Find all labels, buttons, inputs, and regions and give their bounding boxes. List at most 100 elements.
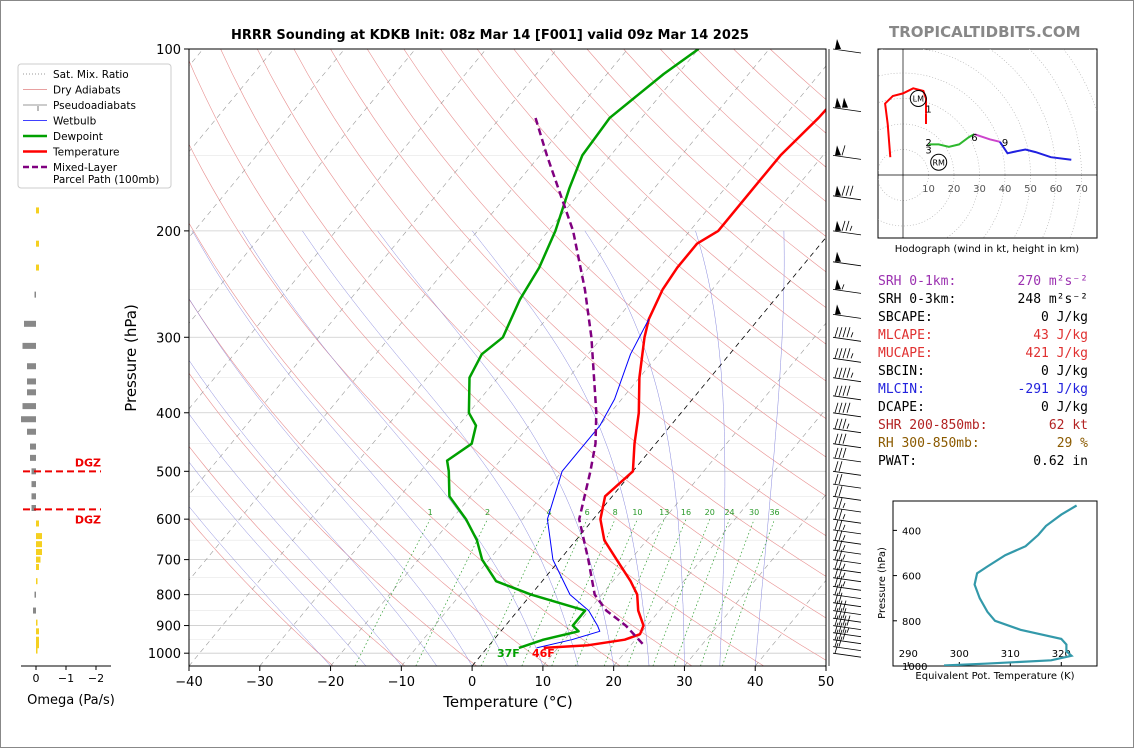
omega-bar — [36, 549, 42, 555]
barb-shaft — [833, 458, 861, 462]
barb-shaft — [833, 289, 861, 293]
barb-full — [850, 186, 853, 196]
barb-full — [847, 327, 850, 337]
mixing-ratio-line — [653, 519, 710, 666]
hodograph-ring-label: 40 — [999, 184, 1012, 195]
barb-shaft — [833, 49, 861, 53]
barb-shaft — [833, 196, 861, 200]
barb-flag — [835, 186, 841, 196]
barb-full — [839, 530, 842, 540]
mixing-ratio-line — [722, 519, 774, 666]
barb-full — [839, 448, 842, 458]
index-row: SHR 200-850mb:62 kt — [878, 417, 1088, 435]
barb-shaft — [833, 429, 861, 433]
surface-temperature-label: 46F — [532, 647, 555, 660]
wind-barb — [833, 279, 861, 293]
x-tick-label: 20 — [605, 675, 622, 690]
omega-bar — [30, 444, 36, 450]
wind-barb — [833, 386, 861, 400]
mixing-ratio-label: 16 — [681, 508, 691, 517]
dry-adiabat-line — [184, 49, 764, 666]
barb-half — [843, 573, 845, 578]
index-row: DCAPE:0 J/kg — [878, 399, 1088, 417]
wind-barb — [833, 448, 861, 462]
omega-bar — [36, 207, 39, 213]
barb-full — [847, 386, 850, 396]
index-row: SRH 0-1km:270 m²s⁻² — [878, 273, 1088, 291]
wind-barb — [833, 403, 861, 417]
omega-bar — [27, 429, 36, 435]
barb-full — [846, 221, 849, 231]
barb-flag — [835, 39, 841, 49]
wind-barb — [833, 474, 861, 488]
y-tick-label: 200 — [156, 225, 181, 240]
index-row: SBCIN:0 J/kg — [878, 363, 1088, 381]
barb-full — [839, 461, 842, 471]
barb-half — [850, 226, 852, 231]
index-label: SRH 0-3km: — [878, 291, 956, 309]
mixing-ratio-label: 13 — [659, 508, 669, 517]
barb-half — [843, 503, 845, 508]
omega-bar — [36, 642, 39, 648]
hodograph-height-label: 9 — [1002, 138, 1008, 149]
y-tick-label: 600 — [156, 513, 181, 528]
y-tick-label: 800 — [156, 589, 181, 604]
omega-bar — [36, 628, 39, 634]
barb-shaft — [833, 471, 861, 475]
pseudoadiabat-line — [83, 231, 402, 666]
index-row: SBCAPE: 0 J/kg — [878, 309, 1088, 327]
x-tick-label: −30 — [246, 675, 273, 690]
barb-flag — [835, 145, 841, 155]
barb-half — [843, 564, 845, 569]
hodograph-height-label: 6 — [971, 133, 977, 144]
y-tick-label: 300 — [156, 331, 181, 346]
wind-barb — [833, 434, 861, 448]
wind-barb — [833, 145, 861, 159]
legend-label-line2: Parcel Path (100mb) — [53, 174, 159, 186]
index-value: 0 J/kg — [1041, 309, 1088, 327]
hodograph-caption: Hodograph (wind in kt, height in km) — [895, 244, 1080, 255]
legend-label: Dry Adiabats — [53, 85, 121, 97]
index-label: SBCAPE: — [878, 309, 933, 327]
barb-half — [851, 353, 853, 358]
index-label: MLCAPE: — [878, 327, 933, 345]
mixing-ratio-line — [701, 519, 755, 666]
barb-full — [843, 368, 846, 378]
index-value: 270 m²s⁻² — [1018, 273, 1088, 291]
barb-full — [843, 448, 846, 458]
index-row: MLCAPE:43 J/kg — [878, 327, 1088, 345]
wind-barb — [833, 186, 861, 200]
barb-full — [835, 520, 838, 530]
wind-barb — [833, 608, 861, 622]
x-tick-label: 10 — [535, 675, 552, 690]
mixing-ratio-label: 1 — [428, 508, 433, 517]
barb-full — [839, 327, 842, 337]
barb-flag — [835, 252, 841, 262]
pseudoadiabat-line — [242, 231, 543, 666]
barb-full — [839, 348, 842, 358]
barb-flag — [835, 304, 841, 314]
legend-label: Pseudoadiabats — [53, 100, 136, 112]
omega-bar — [27, 389, 36, 395]
hodograph-ring-label: 10 — [922, 184, 935, 195]
barb-full — [835, 386, 838, 396]
barb-full — [835, 474, 838, 484]
hodograph-ring-label: 50 — [1024, 184, 1037, 195]
skewt-series — [447, 49, 879, 648]
barb-full — [847, 368, 850, 378]
barb-full — [843, 419, 846, 429]
y-tick-label: 700 — [156, 554, 181, 569]
barb-flag — [842, 98, 848, 108]
mixing-ratio-label: 24 — [724, 508, 734, 517]
pseudoadiabat-line — [192, 231, 507, 666]
barb-full — [835, 461, 838, 471]
wind-barb — [833, 486, 861, 500]
omega-bar — [36, 241, 39, 247]
omega-bar — [36, 564, 39, 570]
index-label: DCAPE: — [878, 399, 925, 417]
index-row: PWAT:0.62 in — [878, 453, 1088, 471]
skewt-axes: 1002003004005006007008009001000−40−30−20… — [148, 43, 834, 690]
pseudoadiabat-line — [302, 231, 578, 666]
